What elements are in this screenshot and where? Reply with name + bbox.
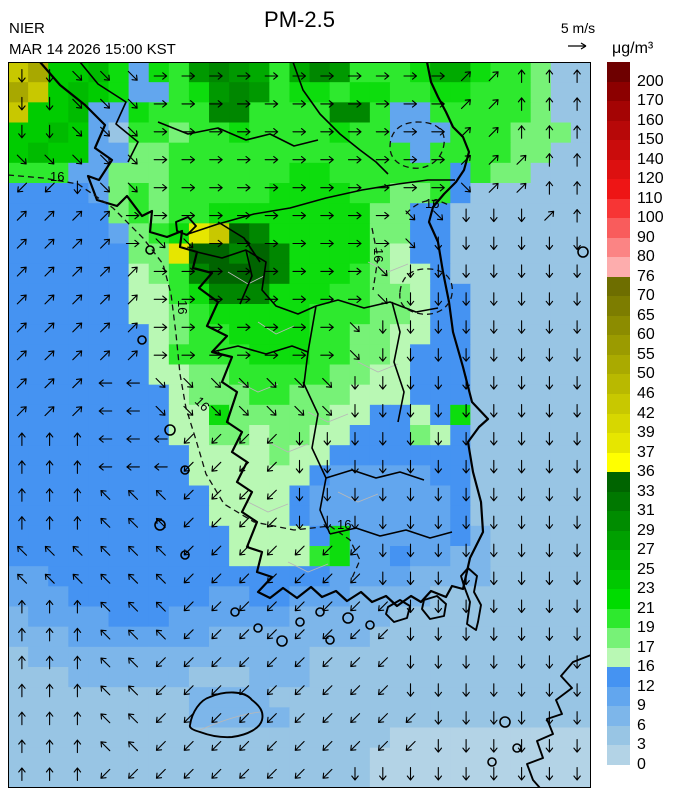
colorbar-segment — [607, 667, 630, 688]
colorbar-tick-label: 70 — [637, 287, 655, 305]
colorbar-tick-label: 23 — [637, 580, 655, 598]
wind-reference-arrow-icon — [562, 39, 594, 57]
colorbar-tick-label: 42 — [637, 404, 655, 422]
colorbar-segment — [607, 120, 630, 141]
colorbar-tick-label: 76 — [637, 267, 655, 285]
colorbar-segment — [607, 315, 630, 336]
colorbar-segment — [607, 237, 630, 258]
colorbar-tick-label: 12 — [637, 677, 655, 695]
coastline-layer — [39, 61, 592, 789]
pm-cells-layer — [8, 62, 592, 789]
colorbar-segment — [607, 276, 630, 297]
colorbar-tick-label: 90 — [637, 228, 655, 246]
colorbar-tick-label: 9 — [637, 697, 646, 715]
colorbar-segment — [607, 745, 630, 766]
colorbar-tick-label: 110 — [637, 189, 663, 207]
colorbar-segment — [607, 62, 630, 83]
colorbar-segment — [607, 628, 630, 649]
colorbar-segment — [607, 608, 630, 629]
colorbar-tick-label: 19 — [637, 619, 655, 637]
colorbar-tick-label: 120 — [637, 170, 664, 188]
colorbar-tick-label: 46 — [637, 384, 655, 402]
colorbar-tick-label: 16 — [637, 658, 655, 676]
colorbar-segment — [607, 101, 630, 122]
colorbar-tick-label: 80 — [637, 248, 655, 266]
pm25-map: 16 16 16 16 16 16 — [7, 61, 592, 789]
colorbar-segment — [607, 511, 630, 532]
colorbar-tick-label: 37 — [637, 443, 655, 461]
colorbar-segment — [607, 354, 630, 375]
wind-arrows-layer — [16, 68, 581, 782]
colorbar-segment — [607, 413, 630, 434]
colorbar-segment — [607, 393, 630, 414]
colorbar-tick-label: 36 — [637, 463, 655, 481]
colorbar-segment — [607, 550, 630, 571]
colorbar-tick-label: 55 — [637, 345, 655, 363]
datetime-label: MAR 14 2026 15:00 KST — [9, 41, 176, 58]
colorbar-segment — [607, 179, 630, 200]
colorbar-segment — [607, 569, 630, 590]
colorbar-tick-label: 25 — [637, 560, 655, 578]
colorbar-segment — [607, 706, 630, 727]
colorbar-segment — [607, 257, 630, 278]
colorbar-tick-label: 60 — [637, 326, 655, 344]
colorbar-segment — [607, 725, 630, 746]
colorbar-tick-label: 150 — [637, 131, 664, 149]
contour-value-label: 16 — [337, 517, 351, 532]
colorbar-segment — [607, 433, 630, 454]
map-frame — [8, 62, 591, 788]
colorbar-segment — [607, 589, 630, 610]
colorbar-segment — [607, 452, 630, 473]
colorbar-tick-label: 3 — [637, 736, 646, 754]
colorbar-segment — [607, 335, 630, 356]
colorbar-tick-label: 0 — [637, 756, 646, 773]
colorbar-tick-label: 17 — [637, 638, 655, 656]
contour-value-label: 16 — [50, 169, 64, 184]
colorbar-tick-label: 200 — [637, 72, 664, 90]
wind-reference-label: 5 m/s — [560, 20, 596, 36]
colorbar-tick-label: 27 — [637, 541, 655, 559]
colorbar-segment — [607, 140, 630, 161]
contour-value-label: 16 — [175, 300, 190, 314]
province-borders-layer — [79, 61, 455, 539]
colorbar-segment — [607, 686, 630, 707]
colorbar-segment — [607, 530, 630, 551]
colorbar-tick-label: 31 — [637, 502, 655, 520]
colorbar-segment — [607, 218, 630, 239]
contour-value-label: 16 — [371, 248, 386, 262]
colorbar-unit-label: μg/m³ — [612, 40, 654, 57]
colorbar-segment — [607, 296, 630, 317]
colorbar-tick-label: 29 — [637, 521, 655, 539]
colorbar-tick-label: 33 — [637, 482, 655, 500]
colorbar-segment — [607, 647, 630, 668]
county-borders-layer — [199, 261, 409, 731]
colorbar-tick-label: 65 — [637, 306, 655, 324]
colorbar-segment — [607, 472, 630, 493]
colorbar-tick-label: 21 — [637, 599, 655, 617]
colorbar-segment — [607, 374, 630, 395]
colorbar-tick-label: 50 — [637, 365, 655, 383]
colorbar-segment — [607, 159, 630, 180]
colorbar: 200 170 160 150 140 120 110 100 90 80 76 70 65 60 55 50… — [607, 62, 664, 773]
colorbar-segment — [607, 198, 630, 219]
colorbar-tick-label: 170 — [637, 92, 664, 110]
colorbar-tick-label: 140 — [637, 150, 664, 168]
colorbar-segment — [607, 491, 630, 512]
contour-value-label: 16 — [425, 196, 439, 211]
colorbar-segment — [607, 81, 630, 102]
colorbar-tick-label: 100 — [637, 209, 664, 227]
colorbar-tick-label: 39 — [637, 424, 655, 442]
colorbar-tick-label: 6 — [637, 716, 646, 734]
agency-label: NIER — [9, 20, 45, 37]
page-title: PM-2.5 — [264, 7, 335, 32]
colorbar-tick-label: 160 — [637, 111, 664, 129]
